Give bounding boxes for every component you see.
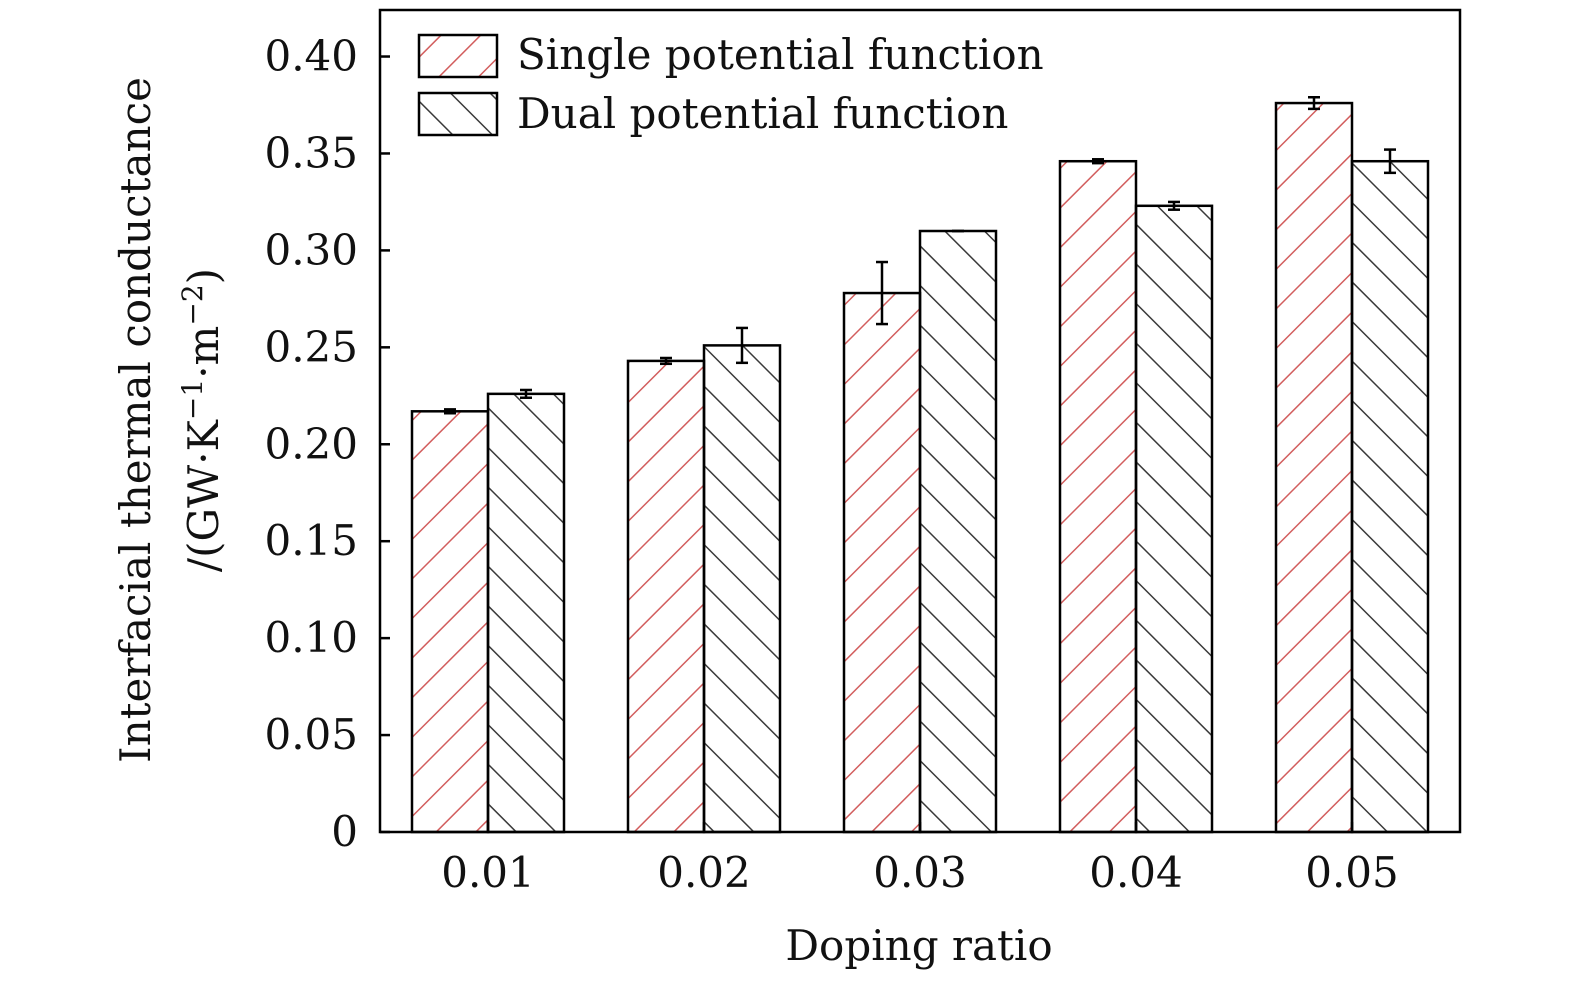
y-unit-exp1: −1 xyxy=(176,379,209,420)
bar-single-0.04 xyxy=(1058,159,1138,834)
y-axis-title: Interfacial thermal conductance /(GW·K−1… xyxy=(111,77,228,763)
y-tick-label-0.20: 0.20 xyxy=(264,419,358,468)
y-tick-label-0.15: 0.15 xyxy=(264,516,358,565)
error-bar-dual-0.05 xyxy=(1384,148,1396,175)
x-tick-label-0.01: 0.01 xyxy=(441,848,535,897)
bar-dual-0.03 xyxy=(918,229,998,834)
axis-ticks: 0.01 0.02 0.03 0.04 0.05 0 0.05 0.10 0.15 0.20 0.2… xyxy=(264,32,1398,897)
legend: Single potential function Dual potential… xyxy=(417,30,1044,138)
legend-label-single: Single potential function xyxy=(517,30,1044,79)
error-bar-single-0.04 xyxy=(1092,158,1104,165)
y-tick-label-0.35: 0.35 xyxy=(264,128,358,177)
error-bar-dual-0.02 xyxy=(736,326,748,365)
y-unit-mid: ·m xyxy=(179,326,228,379)
error-bar-single-0.03 xyxy=(876,260,888,326)
bar-single-0.01 xyxy=(410,410,490,834)
error-bar-single-0.02 xyxy=(660,356,672,366)
y-unit-exp2: −2 xyxy=(176,284,209,325)
bar-dual-0.01 xyxy=(486,392,566,834)
y-tick-label-0.40: 0.40 xyxy=(264,32,358,81)
bar-dual-0.04 xyxy=(1134,204,1214,834)
error-bars xyxy=(444,95,1396,415)
y-tick-label-0.25: 0.25 xyxy=(264,322,358,371)
error-bar-dual-0.04 xyxy=(1168,200,1180,211)
legend-swatch-single xyxy=(417,33,499,79)
bar-dual-0.02 xyxy=(702,344,782,834)
y-axis-title-line2: /(GW·K−1·m−2) xyxy=(176,268,228,572)
bar-single-0.02 xyxy=(626,359,706,834)
x-tick-label-0.03: 0.03 xyxy=(873,848,967,897)
y-unit-prefix: /(GW·K xyxy=(179,418,228,572)
bar-single-0.03 xyxy=(842,291,922,834)
x-tick-label-0.04: 0.04 xyxy=(1089,848,1183,897)
bars xyxy=(410,101,1430,834)
y-tick-label-0.05: 0.05 xyxy=(264,710,358,759)
y-tick-label-0.30: 0.30 xyxy=(264,225,358,274)
bar-dual-0.05 xyxy=(1350,159,1430,834)
error-bar-single-0.01 xyxy=(444,408,456,415)
plot-frame xyxy=(378,8,1462,834)
bar-single-0.05 xyxy=(1274,101,1354,834)
x-axis-title: Doping ratio xyxy=(785,921,1052,970)
y-tick-label-0.10: 0.10 xyxy=(264,613,358,662)
y-tick-label-0: 0 xyxy=(331,807,358,856)
legend-label-dual: Dual potential function xyxy=(517,89,1008,138)
error-bar-single-0.05 xyxy=(1308,95,1320,111)
y-axis-title-line1: Interfacial thermal conductance xyxy=(111,77,160,763)
x-tick-label-0.02: 0.02 xyxy=(657,848,751,897)
error-bar-dual-0.01 xyxy=(520,388,532,399)
x-tick-label-0.05: 0.05 xyxy=(1305,848,1399,897)
legend-swatch-dual xyxy=(417,91,499,137)
y-unit-suffix: ) xyxy=(179,268,228,284)
